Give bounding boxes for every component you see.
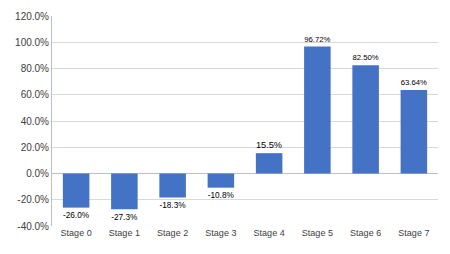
svg-text:-20.0%: -20.0% [17,194,49,205]
svg-text:40.0%: 40.0% [21,116,49,127]
svg-text:Stage 1: Stage 1 [109,228,140,238]
svg-text:-18.3%: -18.3% [159,201,186,210]
svg-text:Stage 6: Stage 6 [350,228,381,238]
svg-text:82.50%: 82.50% [352,53,378,62]
svg-text:-40.0%: -40.0% [17,221,49,232]
svg-text:63.64%: 63.64% [401,78,427,87]
svg-text:20.0%: 20.0% [21,142,49,153]
svg-text:100.0%: 100.0% [15,37,49,48]
svg-text:-26.0%: -26.0% [63,211,90,220]
svg-text:Stage 2: Stage 2 [157,228,188,238]
svg-text:60.0%: 60.0% [21,89,49,100]
svg-text:0.0%: 0.0% [26,168,49,179]
svg-text:120.0%: 120.0% [15,11,49,22]
svg-text:Stage 5: Stage 5 [302,228,333,238]
svg-text:-27.3%: -27.3% [111,213,138,222]
svg-text:-10.8%: -10.8% [208,191,235,200]
svg-text:15.5%: 15.5% [256,140,282,150]
svg-text:80.0%: 80.0% [21,63,49,74]
svg-text:Stage 4: Stage 4 [254,228,285,238]
svg-text:Stage 7: Stage 7 [398,228,429,238]
svg-text:Stage 0: Stage 0 [61,228,92,238]
svg-text:Stage 3: Stage 3 [205,228,236,238]
svg-text:96.72%: 96.72% [304,35,330,44]
